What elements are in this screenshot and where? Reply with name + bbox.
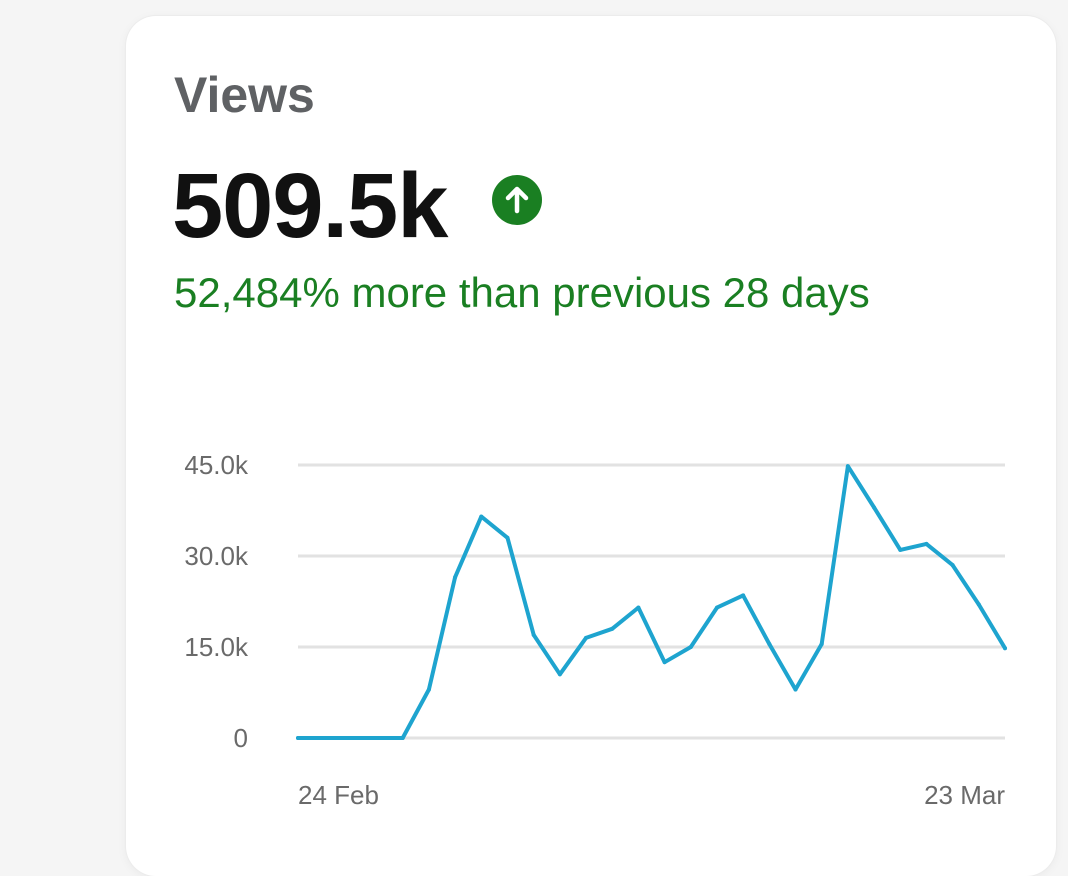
views-series-line bbox=[296, 464, 1007, 740]
data-point bbox=[531, 632, 536, 637]
data-point bbox=[610, 626, 615, 631]
views-line-chart: 0 15.0k 30.0k 45.0k 24 Feb 23 Mar bbox=[184, 450, 1007, 810]
views-card: Views 509.5k 52,484% more than previous … bbox=[126, 16, 1056, 876]
x-tick-label: 24 Feb bbox=[298, 780, 379, 810]
data-point bbox=[505, 535, 510, 540]
change-text: 52,484% more than previous 28 days bbox=[174, 269, 870, 316]
data-point bbox=[767, 641, 772, 646]
data-point bbox=[976, 602, 981, 607]
y-tick-label: 15.0k bbox=[184, 632, 249, 662]
data-point bbox=[819, 641, 824, 646]
card-title: Views bbox=[174, 67, 315, 123]
data-point bbox=[872, 505, 877, 510]
data-point bbox=[793, 687, 798, 692]
data-point bbox=[845, 464, 850, 469]
data-point bbox=[296, 736, 300, 740]
arrow-up-circle-icon bbox=[492, 175, 542, 225]
x-tick-label: 23 Mar bbox=[924, 780, 1005, 810]
data-point bbox=[479, 514, 484, 519]
data-point bbox=[741, 593, 746, 598]
data-point bbox=[1003, 646, 1007, 651]
y-tick-label: 45.0k bbox=[184, 450, 249, 480]
data-point bbox=[898, 547, 903, 552]
data-point bbox=[557, 672, 562, 677]
data-point bbox=[348, 736, 353, 740]
data-point bbox=[453, 575, 458, 580]
data-point bbox=[584, 635, 589, 640]
y-tick-label: 0 bbox=[234, 723, 248, 753]
data-point bbox=[688, 645, 693, 649]
data-point bbox=[636, 605, 641, 610]
data-point bbox=[924, 541, 929, 546]
data-point bbox=[322, 736, 327, 740]
data-point bbox=[714, 605, 719, 610]
y-tick-label: 30.0k bbox=[184, 541, 249, 571]
views-total: 509.5k bbox=[172, 155, 448, 257]
data-point bbox=[950, 563, 955, 568]
data-point bbox=[374, 736, 379, 740]
data-point bbox=[662, 660, 667, 665]
data-point bbox=[400, 736, 405, 740]
data-point bbox=[426, 687, 431, 692]
